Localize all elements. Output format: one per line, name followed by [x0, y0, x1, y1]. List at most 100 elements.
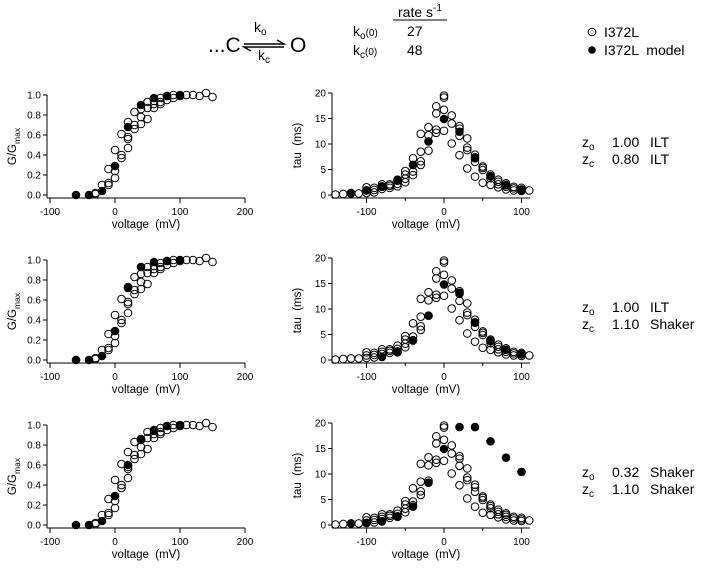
model-point: [486, 171, 495, 181]
y-tick-label: 0: [320, 356, 326, 367]
data-point: [501, 508, 511, 518]
data-point: [439, 291, 449, 301]
model-point: [362, 518, 371, 528]
model-point: [162, 256, 172, 266]
model-point: [71, 520, 81, 530]
scheme-open-state: O: [290, 34, 306, 57]
scheme-closed-state: ...C: [208, 34, 241, 57]
data-point: [143, 279, 152, 289]
data-point: [431, 128, 441, 138]
data-point: [447, 284, 457, 293]
model-point: [110, 491, 120, 501]
data-point: [416, 477, 426, 486]
data-point: [123, 143, 133, 153]
data-point: [462, 464, 472, 473]
x-tick-label: -100: [40, 372, 60, 383]
y-tick-label: 0.6: [27, 461, 41, 472]
data-point: [201, 418, 211, 428]
z-symbol: z: [582, 316, 589, 332]
model-point: [136, 100, 146, 110]
y-tick-label: 10: [315, 470, 327, 481]
z-label: zo: [582, 464, 595, 483]
x-axis-label: voltage (mV): [392, 549, 461, 561]
x-tick-label: 0: [441, 372, 447, 383]
z-source: ILT: [650, 299, 670, 315]
data-point: [201, 253, 211, 263]
z-value: 1.10: [612, 316, 639, 332]
data-point: [331, 355, 340, 364]
data-point: [493, 175, 503, 184]
data-point: [439, 270, 449, 280]
model-point: [470, 318, 480, 328]
y-tick-label: 0.0: [27, 521, 41, 532]
data-point: [455, 480, 464, 490]
y-axis-label-main: G/G: [7, 144, 19, 165]
y-tick-label: 20: [315, 254, 327, 265]
model-point: [439, 114, 449, 124]
data-point: [455, 296, 464, 306]
data-point: [424, 452, 433, 462]
y-axis-label: tau (ms): [292, 453, 304, 499]
x-tick-label: 200: [237, 207, 254, 218]
data-point: [431, 274, 441, 283]
y-tick-label: 0.6: [27, 296, 41, 307]
model-point: [346, 519, 356, 528]
data-point: [331, 190, 340, 199]
data-point: [130, 450, 139, 460]
data-point: [408, 483, 418, 493]
scheme-k-backward: kc: [258, 47, 270, 66]
data-point: [439, 421, 449, 430]
legend: I372L I372L model: [587, 24, 684, 58]
x-axis-label: voltage (mV): [112, 549, 181, 561]
y-tick-label: 1.0: [27, 256, 41, 267]
model-point: [501, 181, 511, 190]
data-point: [462, 299, 472, 308]
model-point: [110, 161, 120, 171]
z-subscript: c: [589, 324, 594, 335]
y-axis-label: G/Gmax: [7, 457, 22, 495]
data-point: [117, 150, 126, 160]
data-point: [338, 189, 348, 199]
model-point: [517, 349, 526, 359]
y-tick-label: 0.4: [27, 316, 41, 327]
data-point: [470, 172, 480, 181]
data-point: [130, 289, 139, 299]
data-point: [104, 178, 113, 188]
data-point: [455, 315, 464, 325]
y-tick-label: 15: [315, 444, 327, 455]
data-point: [447, 469, 457, 478]
data-point: [439, 258, 449, 267]
data-point: [462, 308, 472, 317]
z-symbol: z: [582, 464, 589, 480]
model-point: [175, 90, 185, 100]
y-axis-label: G/Gmax: [7, 127, 22, 165]
z-value: 0.80: [612, 151, 639, 167]
x-tick-label: -100: [356, 207, 376, 218]
data-point: [478, 492, 488, 501]
model-point: [346, 188, 356, 198]
data-point: [439, 456, 449, 466]
data-point: [478, 327, 488, 336]
legend-label: I372L: [604, 24, 639, 40]
model-point: [149, 425, 159, 435]
forward-arrow-icon: [244, 39, 287, 45]
y-axis-label: G/Gmax: [7, 292, 22, 330]
data-point: [143, 268, 152, 278]
data-point: [149, 268, 159, 278]
y-axis-label-sub: max: [12, 292, 22, 309]
data-point: [416, 147, 426, 156]
x-tick-label: 100: [172, 207, 189, 218]
data-point: [478, 162, 488, 171]
x-tick-label: -100: [356, 372, 376, 383]
model-point: [501, 345, 511, 355]
data-point: [431, 101, 441, 111]
y-tick-label: 15: [315, 279, 327, 290]
data-point: [143, 114, 152, 124]
tau-plot: 0 5 10 15 20 -100 0 100 voltage (mV) tau (ms): [292, 419, 534, 561]
data-point: [424, 287, 433, 297]
z-value: 1.00: [612, 134, 639, 150]
data-point: [517, 513, 526, 523]
data-point: [354, 354, 364, 363]
model-point: [408, 502, 418, 511]
data-point: [416, 322, 426, 331]
